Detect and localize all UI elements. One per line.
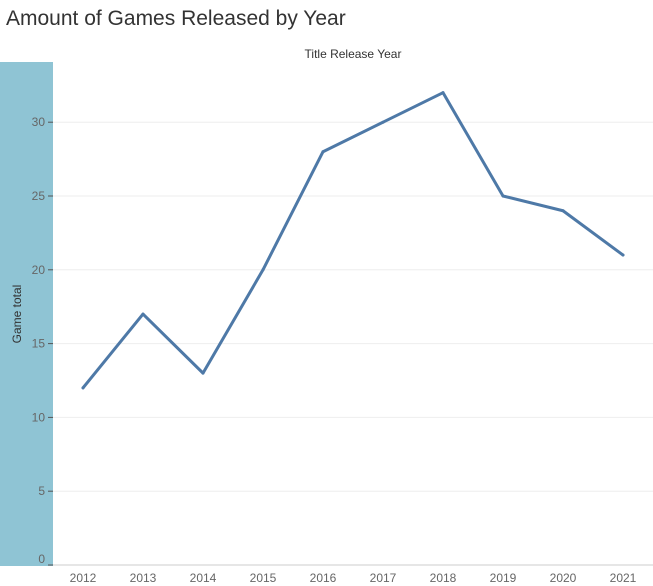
x-tick-label: 2016 bbox=[310, 571, 337, 585]
y-tick-label: 20 bbox=[32, 263, 46, 277]
x-tick-label: 2017 bbox=[370, 571, 397, 585]
x-tick-label: 2020 bbox=[550, 571, 577, 585]
series-line-0 bbox=[81, 91, 625, 390]
y-tick-label: 5 bbox=[38, 484, 45, 498]
y-tick-label: 10 bbox=[32, 410, 46, 424]
data-point-2020 bbox=[561, 209, 565, 213]
x-tick-label: 2018 bbox=[430, 571, 457, 585]
y-axis-band bbox=[0, 62, 53, 566]
x-tick-label: 2012 bbox=[70, 571, 97, 585]
y-tick-label: 30 bbox=[32, 115, 46, 129]
data-point-2016 bbox=[321, 150, 325, 154]
data-point-2019 bbox=[501, 194, 505, 198]
x-tick-label: 2015 bbox=[250, 571, 277, 585]
chart-title: Amount of Games Released by Year bbox=[6, 7, 346, 30]
y-axis-ticks: 0 5 10 15 20 25 30 bbox=[32, 115, 53, 566]
data-point-2015 bbox=[261, 268, 265, 272]
y-tick-label: 15 bbox=[32, 337, 46, 351]
data-point-2018 bbox=[441, 91, 445, 95]
series-layer bbox=[81, 91, 625, 390]
gridlines bbox=[53, 121, 653, 492]
y-tick-label: 0 bbox=[38, 552, 45, 566]
x-tick-label: 2019 bbox=[490, 571, 517, 585]
x-tick-label: 2014 bbox=[190, 571, 217, 585]
x-axis-title: Title Release Year bbox=[305, 47, 402, 61]
data-point-2021 bbox=[621, 253, 625, 257]
x-tick-label: 2013 bbox=[130, 571, 157, 585]
y-axis-title: Game total bbox=[10, 285, 24, 344]
x-tick-label: 2021 bbox=[610, 571, 637, 585]
data-point-2013 bbox=[141, 312, 145, 316]
data-point-2012 bbox=[81, 386, 85, 390]
data-point-2017 bbox=[381, 120, 385, 124]
x-axis-ticks: 2012 2013 2014 2015 2016 2017 2018 2019 2020 2021 bbox=[70, 571, 637, 585]
data-point-2014 bbox=[201, 371, 205, 375]
y-tick-label: 25 bbox=[32, 189, 46, 203]
